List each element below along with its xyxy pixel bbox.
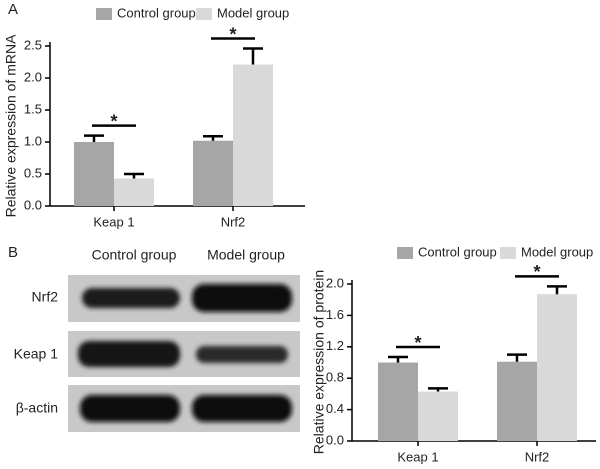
error-bar xyxy=(203,134,223,141)
significance-label: * xyxy=(229,24,236,44)
significance-label: * xyxy=(414,333,421,353)
y-tick-label: 1.6 xyxy=(326,307,344,322)
error-bar xyxy=(124,172,144,179)
bar xyxy=(233,64,273,206)
x-tick-label: Keap 1 xyxy=(397,449,438,464)
y-tick-label: 0.5 xyxy=(24,165,42,180)
bar xyxy=(193,140,233,206)
y-tick-label: 1.2 xyxy=(326,338,344,353)
error-bar xyxy=(243,47,263,65)
y-tick-label: 2.5 xyxy=(24,37,42,52)
y-tick-label: 0.8 xyxy=(326,370,344,385)
y-tick-label: 0.0 xyxy=(326,432,344,447)
error-bar xyxy=(547,285,567,295)
legend-swatch xyxy=(397,247,413,259)
x-tick-label: Nrf2 xyxy=(525,449,550,464)
y-tick-label: 1.0 xyxy=(24,133,42,148)
y-tick-label: 0.4 xyxy=(326,401,344,416)
error-bar xyxy=(428,387,448,392)
error-bar xyxy=(388,355,408,363)
y-tick-label: 1.5 xyxy=(24,101,42,116)
blot-row-label: β-actin xyxy=(16,400,58,416)
bar xyxy=(74,142,114,206)
legend-label: Model group xyxy=(217,5,289,20)
y-axis-label: Relative expression of mRNA xyxy=(3,34,19,218)
bar xyxy=(378,362,418,441)
blot-column-label: Control group xyxy=(92,247,177,263)
panel-label: A xyxy=(8,1,18,18)
error-bar xyxy=(507,353,527,362)
blot-row-label: Nrf2 xyxy=(32,289,59,305)
blot-row-label: Keap 1 xyxy=(14,346,59,362)
bar xyxy=(497,361,537,441)
significance-label: * xyxy=(533,262,540,282)
x-tick-label: Keap 1 xyxy=(93,214,134,229)
legend-swatch xyxy=(96,8,112,20)
blot xyxy=(68,275,300,432)
legend-label: Control group xyxy=(117,5,196,20)
legend-label: Control group xyxy=(418,244,497,259)
panel-label: B xyxy=(8,244,18,261)
bar xyxy=(418,391,458,441)
blot-column-label: Model group xyxy=(207,247,285,263)
y-tick-label: 0.0 xyxy=(24,197,42,212)
bar xyxy=(114,178,154,206)
x-tick-label: Nrf2 xyxy=(221,214,246,229)
error-bar xyxy=(84,134,104,142)
y-tick-label: 2.0 xyxy=(24,69,42,84)
legend-label: Model group xyxy=(521,244,593,259)
bar xyxy=(537,294,577,441)
y-axis-label: Relative expression of protein xyxy=(311,270,327,454)
significance-label: * xyxy=(110,111,117,131)
legend-swatch xyxy=(196,8,212,20)
y-tick-label: 2.0 xyxy=(326,275,344,290)
legend-swatch xyxy=(500,247,516,259)
